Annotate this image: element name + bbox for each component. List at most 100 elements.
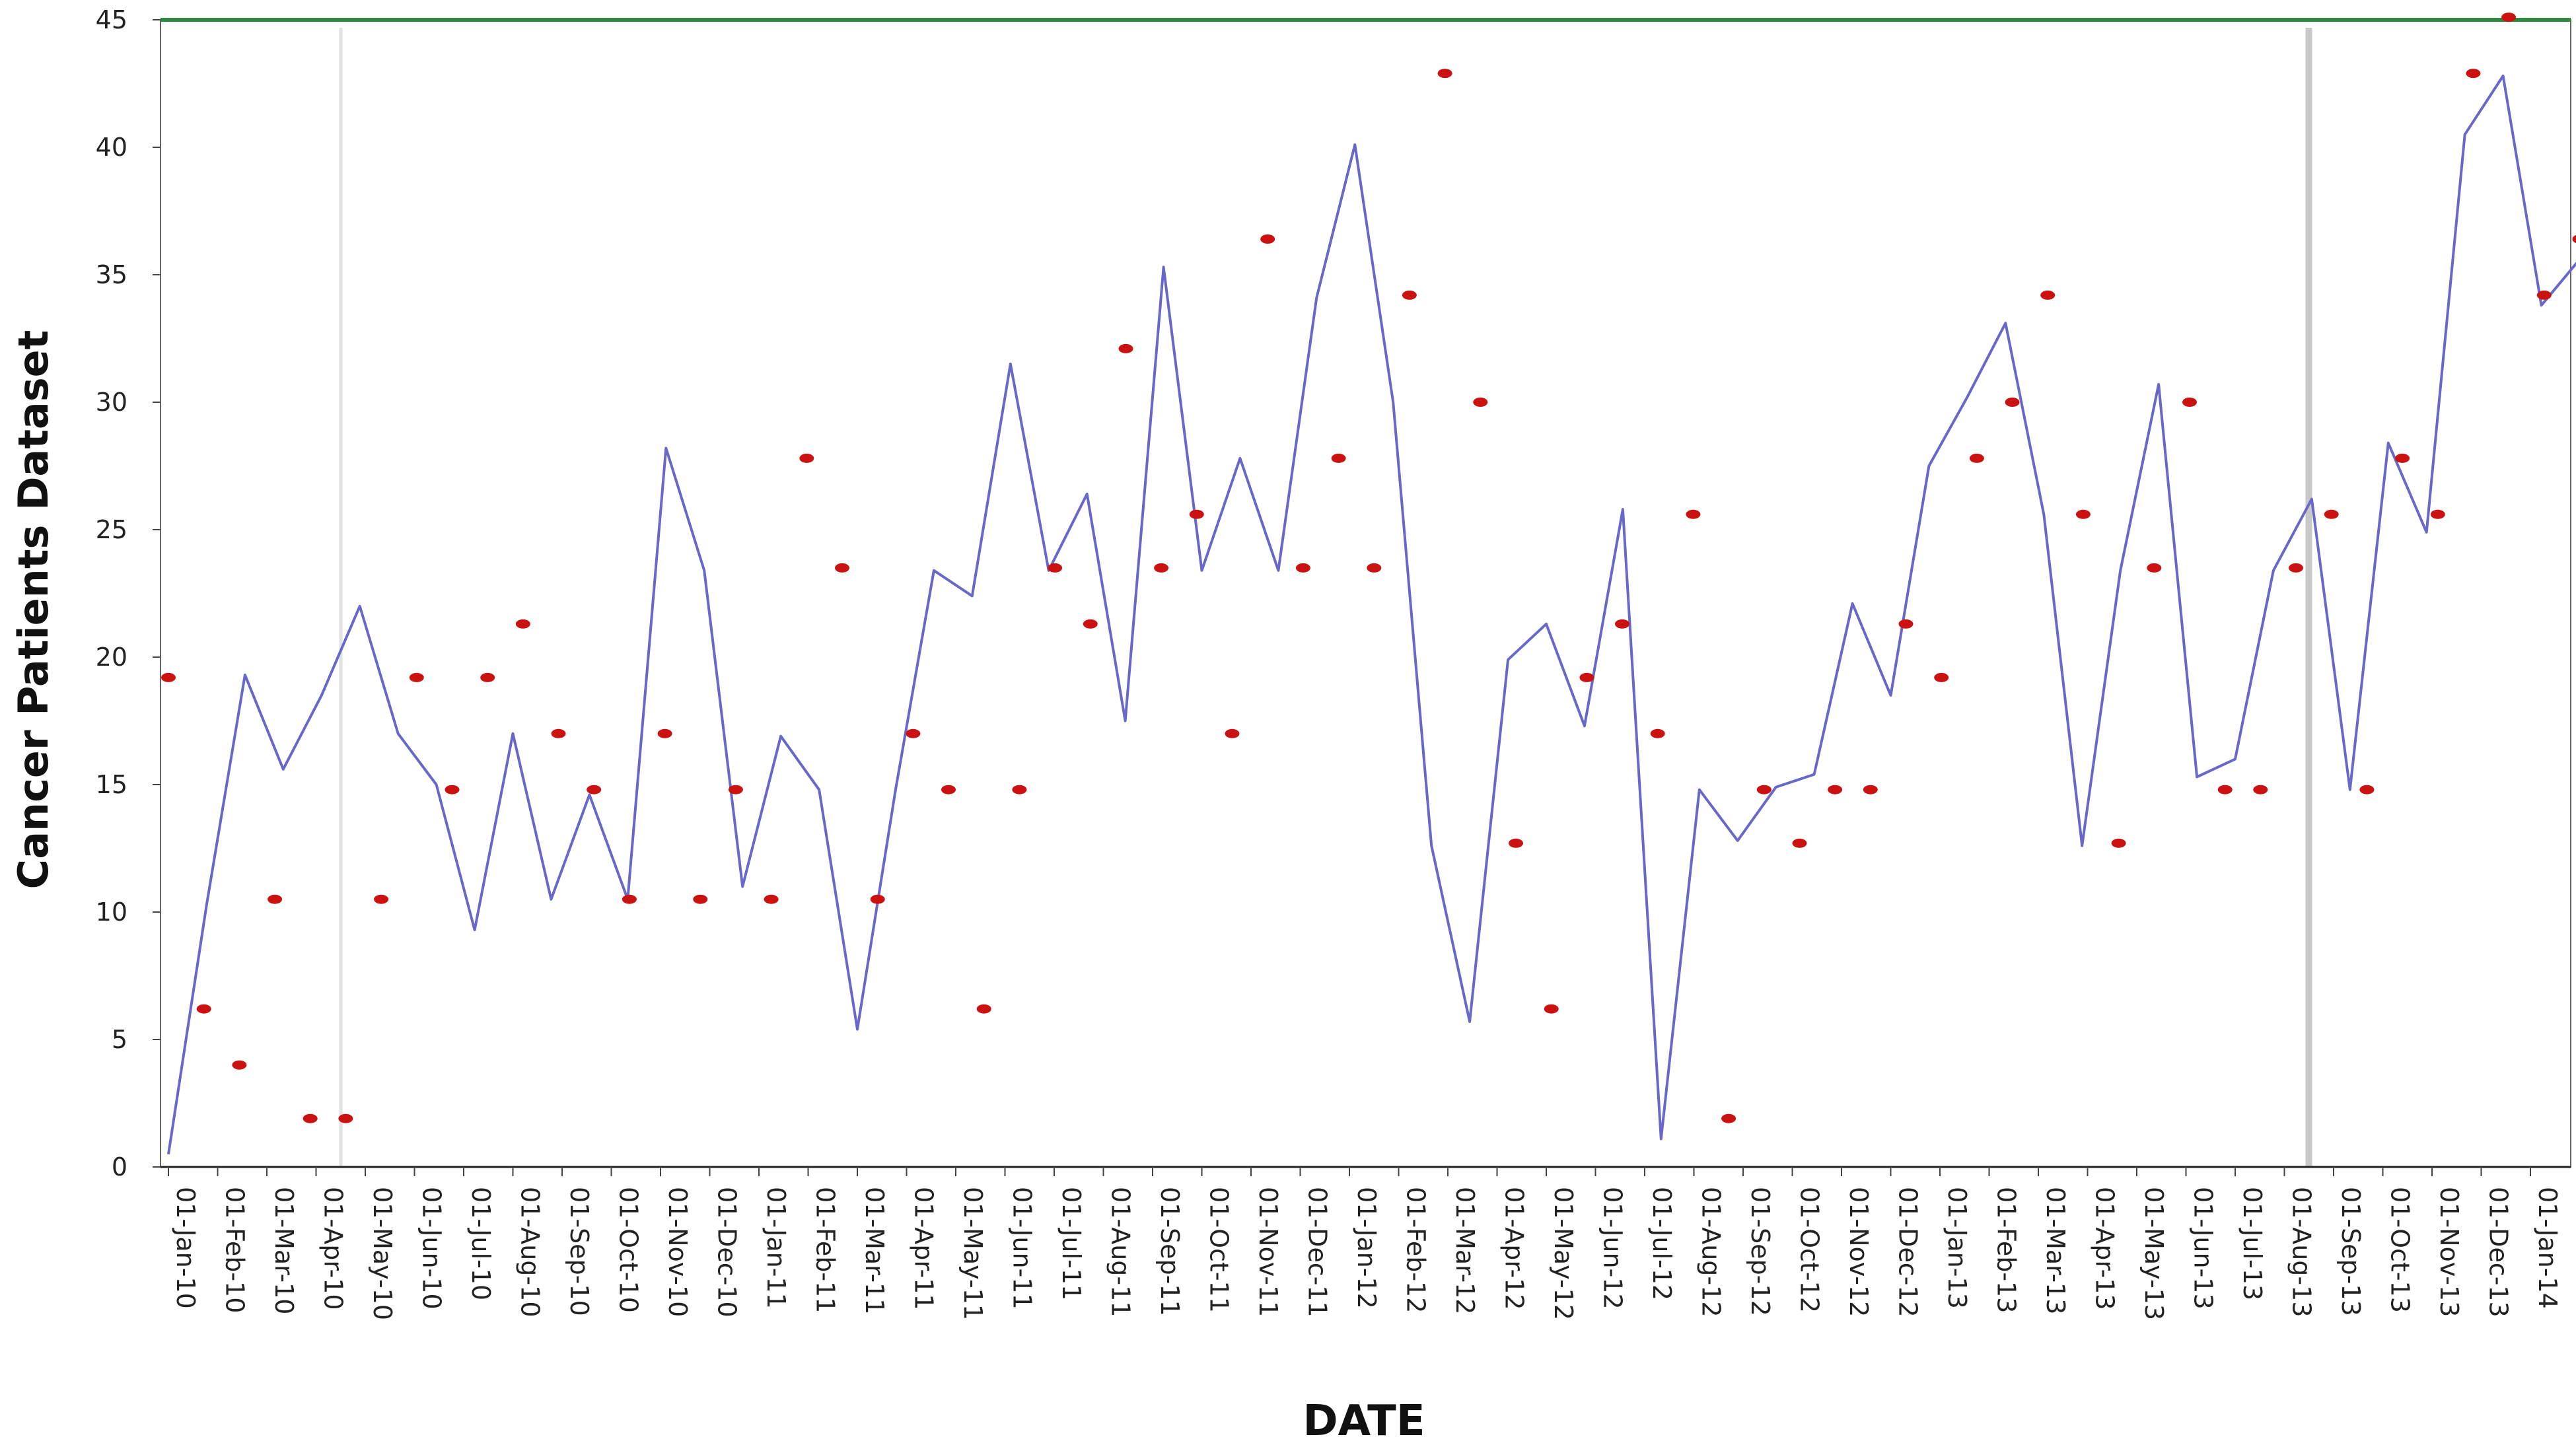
data-point	[2040, 290, 2056, 300]
x-axis-ticks: 01-Jan-10 01-Feb-10 01-Mar-10 01-Apr-10 01-M…	[168, 1167, 2562, 1320]
plot-frame	[160, 18, 2571, 1168]
x-tick-label: 01-Apr-13	[2091, 1187, 2120, 1310]
y-tick-label: 45	[96, 5, 127, 34]
x-tick-label: 01-May-13	[2139, 1187, 2168, 1320]
x-tick-label: 01-Sep-12	[1746, 1187, 1775, 1316]
data-point	[268, 894, 283, 904]
x-tick-label: 01-May-12	[1549, 1187, 1578, 1320]
data-point	[835, 563, 849, 573]
data-point	[1402, 290, 1417, 300]
data-point	[799, 453, 814, 463]
x-tick-label: 01-Aug-11	[1106, 1187, 1135, 1318]
y-tick-label: 15	[96, 770, 127, 799]
data-point	[1083, 619, 1098, 629]
data-point	[622, 894, 637, 904]
x-tick-label: 01-Oct-13	[2386, 1187, 2415, 1313]
data-point	[976, 1004, 991, 1014]
data-point	[2536, 290, 2552, 300]
data-point	[551, 728, 566, 738]
data-point	[1969, 453, 1984, 463]
y-tick-label: 20	[96, 643, 127, 672]
data-point	[1721, 1113, 1736, 1123]
x-tick-label: 01-Jan-13	[1943, 1187, 1972, 1309]
x-tick-label: 01-Apr-10	[319, 1187, 348, 1310]
x-tick-label: 01-Sep-10	[565, 1187, 594, 1316]
y-axis-ticks: 0 5 10 15 20 25 30 35 40 45	[96, 5, 161, 1181]
x-tick-label: 01-Sep-11	[1155, 1187, 1184, 1316]
data-point	[2217, 785, 2233, 794]
data-point	[1012, 785, 1027, 794]
data-point	[1260, 234, 1275, 244]
data-point	[161, 672, 176, 682]
x-tick-label: 01-Aug-12	[1697, 1187, 1726, 1318]
data-point	[2466, 69, 2481, 79]
x-tick-label: 01-May-11	[958, 1187, 987, 1320]
x-tick-label: 01-Oct-10	[614, 1187, 643, 1313]
data-point	[2147, 563, 2162, 573]
data-point	[2005, 398, 2020, 407]
data-point	[196, 1004, 211, 1014]
data-point	[1863, 785, 1878, 794]
x-tick-label: 01-Apr-12	[1500, 1187, 1529, 1310]
data-point	[445, 785, 460, 794]
data-point	[1934, 672, 1949, 682]
data-point	[1437, 69, 1452, 79]
data-point	[1828, 785, 1843, 794]
data-point	[1118, 343, 1133, 353]
x-tick-label: 01-Sep-13	[2336, 1187, 2365, 1316]
x-tick-label: 01-Dec-13	[2484, 1187, 2513, 1318]
data-point	[657, 728, 672, 738]
data-point	[515, 619, 530, 629]
x-tick-label: 01-Jan-10	[171, 1187, 200, 1309]
x-tick-label: 01-Mar-12	[1450, 1187, 1480, 1314]
data-point	[338, 1113, 353, 1123]
x-tick-label: 01-May-10	[368, 1187, 397, 1320]
x-tick-label: 01-Jul-13	[2238, 1187, 2267, 1300]
data-point	[1792, 838, 1807, 848]
x-tick-label: 01-Oct-11	[1205, 1187, 1234, 1313]
data-point	[1048, 563, 1063, 573]
data-point	[2324, 509, 2339, 519]
x-tick-label: 01-Dec-12	[1894, 1187, 1923, 1318]
data-point	[1756, 785, 1771, 794]
x-tick-label: 01-Nov-11	[1254, 1187, 1283, 1317]
y-tick-label: 40	[96, 133, 127, 162]
plot-border	[160, 19, 2571, 1168]
data-point	[1509, 838, 1523, 848]
x-tick-label: 01-Dec-11	[1303, 1187, 1332, 1318]
x-axis-title: DATE	[1303, 1397, 1425, 1445]
data-point	[2430, 509, 2445, 519]
data-point	[2289, 563, 2303, 573]
x-tick-label: 01-Mar-10	[269, 1187, 299, 1314]
data-point	[303, 1113, 318, 1123]
x-tick-label: 01-Nov-10	[663, 1187, 692, 1317]
data-point	[1225, 728, 1240, 738]
data-point	[941, 785, 956, 794]
x-tick-label: 01-Jan-14	[2533, 1187, 2562, 1309]
y-tick-label: 0	[112, 1152, 127, 1181]
data-point	[2253, 785, 2268, 794]
x-tick-label: 01-Feb-10	[221, 1187, 250, 1313]
y-axis-title: Cancer Patients Dataset	[9, 330, 57, 890]
x-tick-label: 01-Jul-11	[1057, 1187, 1086, 1300]
series-line	[167, 74, 2576, 1155]
x-tick-label: 01-Nov-12	[1844, 1187, 1873, 1317]
data-point	[480, 672, 495, 682]
data-point	[1473, 398, 1488, 407]
data-point	[1544, 1004, 1559, 1014]
data-point	[1579, 672, 1594, 682]
data-point	[2111, 838, 2126, 848]
x-tick-label: 01-Nov-13	[2435, 1187, 2464, 1317]
x-tick-label: 01-Aug-10	[516, 1187, 545, 1318]
x-tick-label: 01-Apr-11	[910, 1187, 939, 1310]
y-tick-label: 30	[96, 388, 127, 417]
x-tick-label: 01-Jun-13	[2189, 1187, 2218, 1310]
data-point	[764, 894, 779, 904]
data-point	[906, 728, 921, 738]
y-tick-label: 10	[96, 898, 127, 927]
series-layer	[161, 13, 2576, 1155]
data-point	[587, 785, 602, 794]
x-tick-label: 01-Jan-11	[762, 1187, 791, 1309]
data-point	[409, 672, 424, 682]
